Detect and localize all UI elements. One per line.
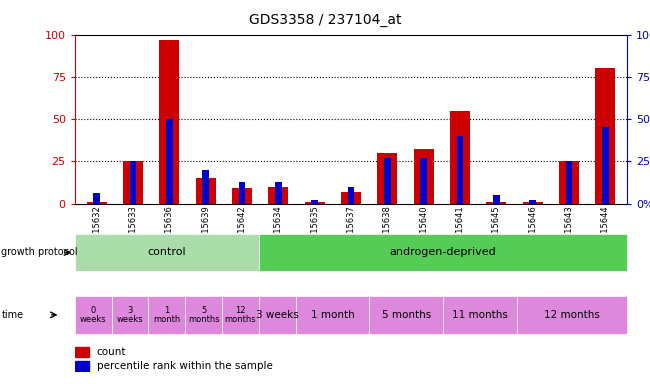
Bar: [94, 194, 100, 204]
Text: count: count: [97, 347, 126, 357]
Text: control: control: [148, 247, 186, 258]
Bar: [159, 40, 179, 204]
Text: 1 month: 1 month: [311, 310, 354, 320]
Bar: [602, 127, 608, 204]
Bar: [75, 296, 112, 334]
Bar: [222, 296, 259, 334]
Bar: [450, 111, 470, 204]
Bar: [268, 187, 289, 204]
Text: 0
weeks: 0 weeks: [80, 306, 107, 324]
Bar: [566, 161, 573, 204]
Bar: [341, 192, 361, 204]
Bar: [123, 161, 143, 204]
Bar: [443, 296, 517, 334]
Text: 3 weeks: 3 weeks: [256, 310, 299, 320]
Bar: [239, 182, 245, 204]
Bar: [202, 170, 209, 204]
Text: 3
weeks: 3 weeks: [117, 306, 143, 324]
Bar: [196, 178, 216, 204]
Text: percentile rank within the sample: percentile rank within the sample: [97, 361, 272, 371]
Bar: [517, 296, 627, 334]
Text: 1
month: 1 month: [153, 306, 181, 324]
Bar: [378, 153, 397, 204]
Text: 11 months: 11 months: [452, 310, 508, 320]
Bar: [185, 296, 222, 334]
Bar: [296, 296, 369, 334]
Bar: [148, 296, 185, 334]
Bar: [129, 161, 136, 204]
Bar: [112, 296, 148, 334]
Bar: [421, 158, 427, 204]
Bar: [523, 202, 543, 204]
Bar: [75, 234, 259, 271]
Text: 12
months: 12 months: [225, 306, 256, 324]
Bar: [595, 68, 616, 204]
Bar: [275, 182, 281, 204]
Text: androgen-deprived: androgen-deprived: [390, 247, 497, 258]
Text: time: time: [1, 310, 23, 320]
Bar: [75, 361, 90, 371]
Bar: [75, 346, 90, 357]
Text: 5 months: 5 months: [382, 310, 431, 320]
Bar: [413, 149, 434, 204]
Text: 5
months: 5 months: [188, 306, 220, 324]
Bar: [486, 202, 506, 204]
Text: GDS3358 / 237104_at: GDS3358 / 237104_at: [249, 13, 401, 27]
Bar: [369, 296, 443, 334]
Bar: [311, 200, 318, 204]
Bar: [530, 200, 536, 204]
Bar: [457, 136, 463, 204]
Bar: [259, 234, 627, 271]
Bar: [348, 187, 354, 204]
Bar: [559, 161, 579, 204]
Text: growth protocol: growth protocol: [1, 247, 78, 258]
Bar: [384, 158, 391, 204]
Bar: [493, 195, 500, 204]
Bar: [305, 202, 324, 204]
Bar: [166, 119, 172, 204]
Bar: [232, 188, 252, 204]
Bar: [86, 202, 107, 204]
Bar: [259, 296, 296, 334]
Text: 12 months: 12 months: [544, 310, 600, 320]
